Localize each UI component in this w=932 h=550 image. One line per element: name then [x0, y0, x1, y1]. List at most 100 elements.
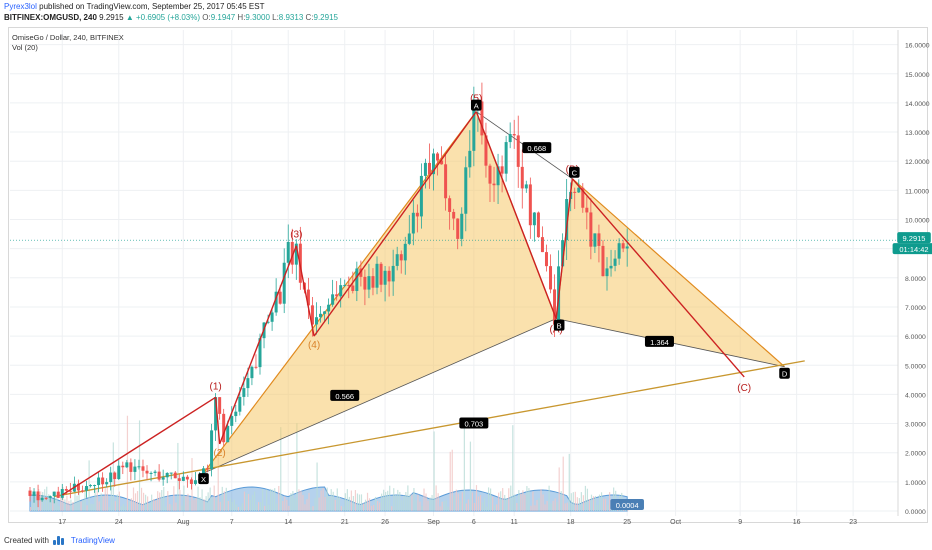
- volume-bar: [435, 485, 437, 511]
- candle-body: [306, 289, 310, 306]
- pattern-markers: X A B C D 0.566 0.668 1.364 0.703 0.0004: [198, 99, 790, 510]
- candle-body: [89, 485, 93, 487]
- volume-bar: [441, 501, 443, 511]
- time-axis: 17 24 Aug 7 14 21 26 Sep 6 11 18 25 Oct 9 16 23: [58, 519, 857, 526]
- volume-bar: [173, 486, 175, 511]
- volume-bar: [259, 502, 262, 511]
- candle-body: [383, 270, 387, 285]
- volume-bar: [324, 496, 326, 511]
- time-tick-label: 14: [284, 519, 292, 526]
- volume-bar: [209, 487, 211, 511]
- volume-bar: [431, 495, 433, 511]
- volume-bar: [44, 489, 46, 511]
- volume-bar: [494, 505, 496, 511]
- volume-bar: [157, 491, 159, 511]
- volume-bar: [389, 485, 391, 511]
- volume-bar: [526, 486, 528, 511]
- volume-bar: [532, 491, 534, 511]
- volume-bar: [191, 458, 193, 511]
- volume-bar: [534, 505, 536, 511]
- volume-bar: [500, 491, 502, 511]
- volume-bar: [255, 504, 258, 511]
- candle-body: [113, 472, 117, 480]
- volume-bar: [544, 504, 546, 511]
- volume-bar: [399, 491, 401, 511]
- volume-bar: [370, 505, 373, 511]
- volume-bar: [151, 494, 153, 511]
- volume-bar: [50, 498, 52, 511]
- volume-bar: [282, 500, 284, 511]
- candle-body: [528, 184, 532, 226]
- candle-body: [129, 462, 133, 472]
- volume-bar: [229, 498, 231, 511]
- volume-bar: [550, 503, 552, 511]
- candle-body: [157, 471, 161, 480]
- volume-bar: [239, 506, 242, 511]
- volume-bar: [522, 490, 524, 511]
- chart-panel[interactable]: [8, 27, 928, 523]
- price-tick-label: 10.0000: [905, 218, 930, 225]
- candle-body: [210, 430, 214, 469]
- volume-bar: [66, 495, 68, 511]
- volume-bar: [487, 487, 490, 511]
- wave-label: (2): [214, 448, 226, 459]
- publish-text: published on TradingView.com, September …: [36, 2, 265, 11]
- candle-body: [319, 313, 323, 318]
- volume-bar: [425, 493, 427, 511]
- volume-bar: [257, 502, 260, 511]
- current-price-tag-text: 9.2915: [903, 234, 926, 243]
- candle-body: [56, 491, 60, 498]
- volume-bar: [68, 500, 70, 511]
- volume-bar: [502, 488, 504, 511]
- volume-bar: [268, 504, 270, 511]
- volume-bar: [334, 499, 336, 511]
- candle-body: [181, 476, 185, 481]
- volume-bar: [546, 500, 548, 511]
- candle-body: [214, 397, 218, 431]
- volume-bar: [320, 490, 322, 511]
- time-tick-label: Oct: [670, 519, 681, 526]
- candle-body: [32, 491, 36, 496]
- candle-body: [561, 240, 565, 267]
- volume-bar: [179, 489, 181, 511]
- candle-body: [371, 276, 375, 288]
- candle-body: [387, 270, 391, 282]
- candle-body: [335, 294, 339, 297]
- volume-bar: [58, 505, 60, 511]
- candle-body: [415, 212, 419, 217]
- candle-body: [93, 485, 97, 487]
- candle-body: [492, 183, 496, 186]
- created-with-text: Created with: [4, 536, 49, 545]
- tradingview-link[interactable]: TradingView: [70, 536, 115, 545]
- volume-bar: [185, 495, 187, 511]
- volume-bar: [304, 504, 306, 511]
- volume-bar: [274, 488, 276, 511]
- volume-bar: [413, 488, 415, 511]
- volume-bar: [560, 491, 562, 511]
- volume-bar: [598, 494, 601, 511]
- volume-bar: [312, 506, 314, 511]
- volume-bar: [607, 504, 609, 511]
- volume-bar: [284, 496, 286, 511]
- volume-bar: [578, 498, 580, 511]
- candle-body: [617, 243, 621, 259]
- candle-body: [246, 378, 250, 389]
- candle-body: [593, 233, 597, 247]
- time-tick-label: 17: [58, 519, 66, 526]
- candle-body: [621, 243, 625, 249]
- candle-body: [153, 471, 157, 473]
- volume-bar: [48, 494, 50, 511]
- author-link[interactable]: Pyrex3lol: [4, 2, 37, 11]
- volume-bar: [118, 491, 120, 511]
- candle-body: [456, 218, 460, 239]
- wave-leg: [218, 245, 297, 445]
- volume-bar: [78, 486, 80, 511]
- volume-bar: [223, 491, 225, 511]
- volume-bar: [213, 485, 215, 511]
- price-tick-label: 6.0000: [905, 334, 926, 341]
- volume-bar: [566, 502, 568, 511]
- point-b-label: B: [553, 319, 565, 331]
- footer: Created with TradingView: [4, 536, 115, 545]
- candle-body: [177, 478, 181, 481]
